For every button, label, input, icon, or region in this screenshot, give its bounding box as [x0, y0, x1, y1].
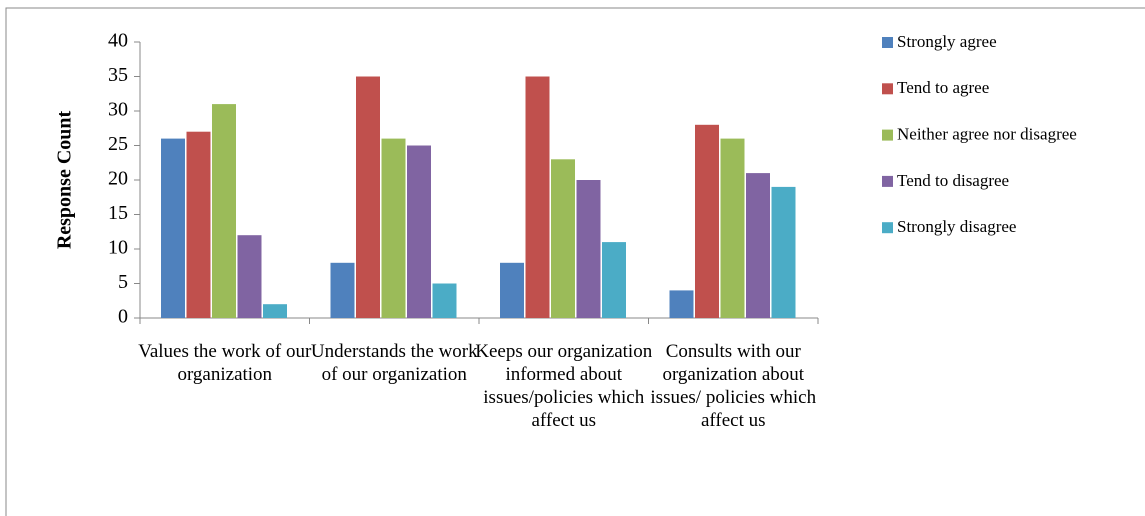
- legend-swatch: [882, 175, 893, 187]
- y-tick-label: 5: [118, 271, 128, 293]
- legend-swatch: [882, 129, 893, 141]
- bar: [381, 138, 406, 318]
- y-tick-label: 30: [108, 99, 128, 121]
- legend-swatch: [882, 37, 893, 48]
- legend-label: Strongly agree: [897, 32, 997, 51]
- y-axis-label: Response Count: [54, 110, 76, 249]
- legend-label: Neither agree nor disagree: [897, 125, 1077, 144]
- x-tick-label: Keeps our organization informed about is…: [475, 341, 653, 431]
- bar: [771, 186, 796, 318]
- x-tick-label: Understands the work of our organization: [310, 341, 478, 385]
- bar: [551, 159, 575, 318]
- bar: [669, 290, 694, 318]
- x-tick-label: Consults with our organization about iss…: [650, 341, 817, 431]
- bar: [500, 262, 524, 318]
- legend-label: Tend to agree: [897, 78, 989, 97]
- y-tick-label: 25: [108, 133, 128, 155]
- y-tick-label: 10: [108, 237, 128, 259]
- legend-swatch: [882, 222, 893, 234]
- y-tick-label: 15: [108, 202, 128, 224]
- bar: [602, 242, 626, 318]
- bar: [746, 173, 770, 318]
- bar: [263, 304, 287, 318]
- y-tick-label: 35: [108, 64, 128, 86]
- bar: [237, 235, 262, 318]
- bar: [432, 283, 457, 318]
- bar: [330, 262, 355, 318]
- y-tick-label: 40: [108, 30, 128, 52]
- bar: [576, 180, 601, 318]
- bar: [161, 138, 185, 318]
- bar: [695, 124, 719, 318]
- bar: [720, 138, 745, 318]
- y-tick-label: 20: [108, 168, 128, 190]
- y-tick-label: 0: [118, 306, 128, 328]
- bar: [186, 131, 211, 318]
- bar: [356, 76, 380, 318]
- legend-swatch: [882, 83, 893, 95]
- bar: [407, 145, 431, 318]
- legend-label: Tend to disagree: [897, 171, 1009, 190]
- bar: [212, 104, 236, 318]
- legend-label: Strongly disagree: [897, 217, 1016, 236]
- x-tick-label: Values the work of our organization: [138, 341, 312, 385]
- chart-frame: [5, 7, 1145, 516]
- bar: [525, 76, 550, 318]
